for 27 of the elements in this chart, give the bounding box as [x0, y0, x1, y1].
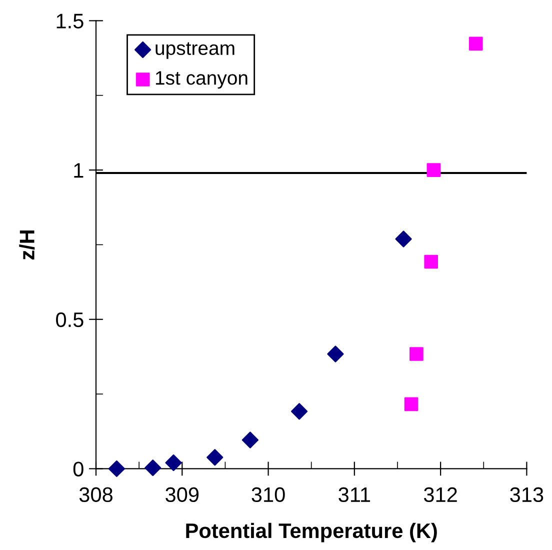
x-tick-label: 313	[510, 487, 544, 502]
point	[327, 346, 344, 362]
y-tick-label: 0	[73, 462, 84, 476]
point	[290, 403, 308, 420]
y-tick-label: 0.5	[56, 312, 84, 328]
point	[395, 230, 412, 248]
point	[404, 397, 418, 412]
point	[108, 460, 125, 477]
legend-label: 1st canyon	[156, 71, 248, 89]
point	[206, 449, 224, 466]
legend-label: upstream	[156, 42, 234, 59]
x-tick-label: 308	[79, 487, 112, 502]
y-tick-label: 1.5	[56, 14, 84, 28]
x-tick-label: 310	[252, 487, 285, 502]
point	[165, 454, 182, 472]
x-tick-label: 311	[338, 487, 370, 502]
x-tick-label: 312	[424, 487, 457, 502]
x-tick-label: 309	[166, 487, 199, 502]
x-axis-title: Potential Temperature (K)	[186, 522, 437, 542]
y-tick-label: 1	[74, 163, 84, 178]
point	[426, 163, 441, 177]
point	[424, 254, 438, 269]
point	[468, 36, 483, 51]
y-axis-title: z/H	[19, 230, 35, 260]
point	[410, 347, 424, 361]
point	[242, 432, 258, 448]
point	[144, 460, 162, 476]
